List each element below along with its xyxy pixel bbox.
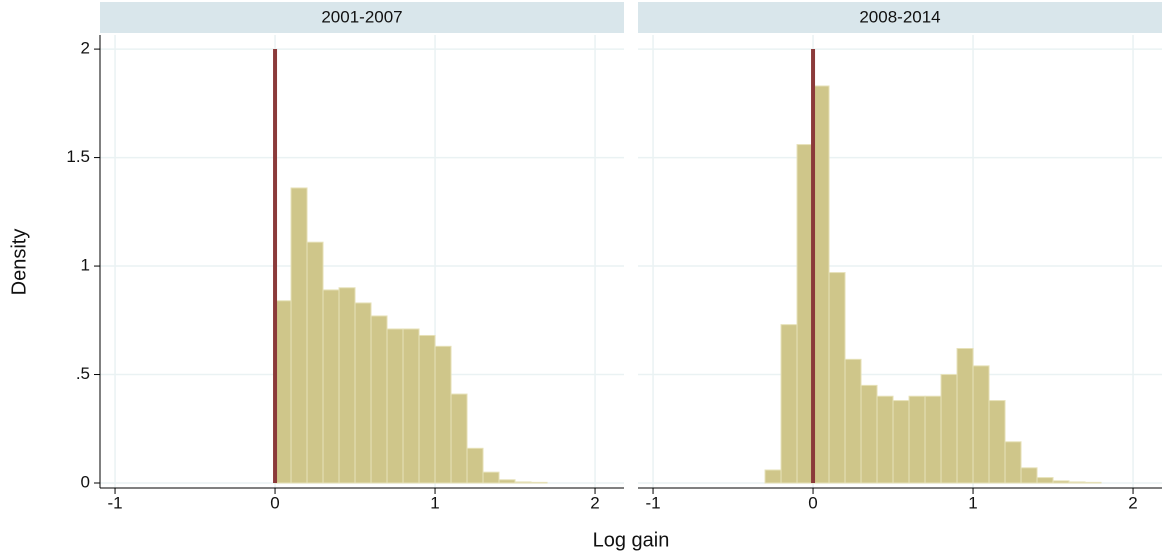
bar (876, 395, 894, 484)
y-tick-label: 1.5 (66, 147, 90, 166)
bar (1052, 480, 1070, 484)
bar (306, 241, 324, 484)
bar (498, 479, 516, 484)
bar (434, 345, 452, 484)
x-tick-label: -1 (645, 493, 660, 512)
bar (354, 302, 372, 484)
x-tick-label: 1 (968, 493, 977, 512)
x-axis-label: Log gain (593, 529, 670, 551)
y-tick-label: 1 (81, 256, 90, 275)
bar (1004, 441, 1022, 484)
bar (908, 395, 926, 484)
bar (796, 144, 814, 484)
bar (450, 393, 468, 484)
bar (1068, 481, 1086, 484)
bar (972, 365, 990, 484)
bar (1036, 477, 1054, 484)
bar (418, 334, 436, 484)
bar (988, 400, 1006, 484)
bar (860, 384, 878, 484)
bar (828, 272, 846, 484)
bar (940, 374, 958, 484)
x-tick-label: 1 (430, 493, 439, 512)
panel-title: 2008-2014 (859, 7, 940, 26)
x-tick-label: 2 (590, 493, 599, 512)
bar (274, 300, 292, 484)
y-tick-label: .5 (76, 364, 90, 383)
bar (530, 481, 548, 484)
bar (956, 347, 974, 484)
panel-strip (100, 2, 624, 33)
bar (466, 447, 484, 484)
bar (1020, 467, 1038, 484)
y-tick-label: 2 (81, 39, 90, 58)
bar (338, 287, 356, 484)
bar (892, 400, 910, 484)
bar (482, 471, 500, 484)
bar (402, 328, 420, 484)
panel-title: 2001-2007 (321, 7, 402, 26)
bar (290, 187, 308, 484)
bar (322, 289, 340, 484)
bar (924, 395, 942, 484)
panel-strip (638, 2, 1162, 33)
x-tick-label: -1 (107, 493, 122, 512)
y-axis-label: Density (8, 229, 30, 296)
bar (386, 328, 404, 484)
bar (844, 358, 862, 484)
bar (370, 315, 388, 484)
y-tick-label: 0 (81, 472, 90, 491)
x-tick-label: 0 (270, 493, 279, 512)
bar (1084, 481, 1102, 484)
x-tick-label: 2 (1128, 493, 1137, 512)
bar (812, 85, 830, 484)
x-tick-label: 0 (808, 493, 817, 512)
bar (514, 481, 532, 484)
bar (780, 324, 798, 484)
bar (764, 469, 782, 484)
